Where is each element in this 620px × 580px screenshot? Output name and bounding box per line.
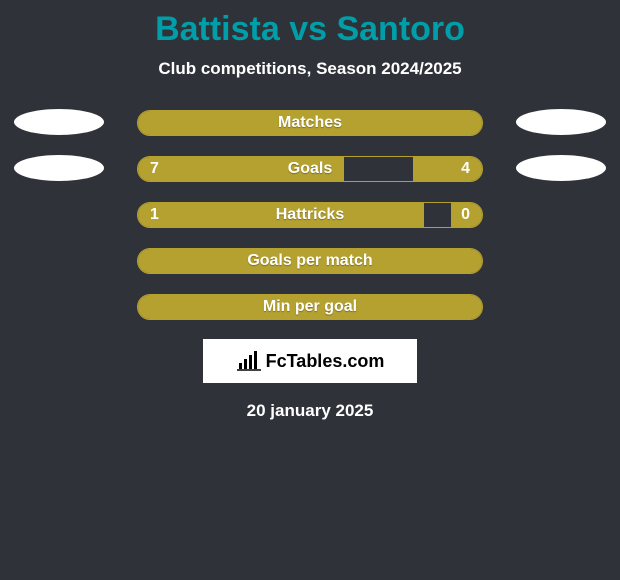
stat-label: Hattricks [138,203,482,227]
player-left-ellipse [14,109,104,135]
stat-label: Goals per match [138,249,482,273]
logo: FcTables.com [236,351,385,372]
stat-rows: Matches Goals7 4 Hattricks1 0 Goals per match… [0,109,620,321]
comparison-card: Battista vs Santoro Club competitions, S… [0,0,620,580]
stat-value-right: 0 [461,203,470,227]
stat-label: Min per goal [138,295,482,319]
footer-date: 20 january 2025 [0,401,620,421]
stat-row: Goals7 4 [0,155,620,183]
player-left-ellipse [14,155,104,181]
barchart-icon [236,351,262,371]
stat-value-right: 4 [461,157,470,181]
stat-row: Hattricks1 0 [0,201,620,229]
page-title: Battista vs Santoro [0,0,620,49]
stat-label: Matches [138,111,482,135]
logo-box: FcTables.com [203,339,417,383]
stat-value-left: 1 [150,203,159,227]
player-right-ellipse [516,155,606,181]
stat-bar: Matches [137,110,483,136]
stat-row: Goals per match [0,247,620,275]
stat-row: Matches [0,109,620,137]
player-right-ellipse [516,109,606,135]
page-subtitle: Club competitions, Season 2024/2025 [0,59,620,79]
stat-label: Goals [138,157,482,181]
stat-value-left: 7 [150,157,159,181]
stat-bar: Hattricks1 0 [137,202,483,228]
stat-bar: Goals per match [137,248,483,274]
stat-bar: Goals7 4 [137,156,483,182]
stat-bar: Min per goal [137,294,483,320]
stat-row: Min per goal [0,293,620,321]
logo-text: FcTables.com [266,351,385,372]
